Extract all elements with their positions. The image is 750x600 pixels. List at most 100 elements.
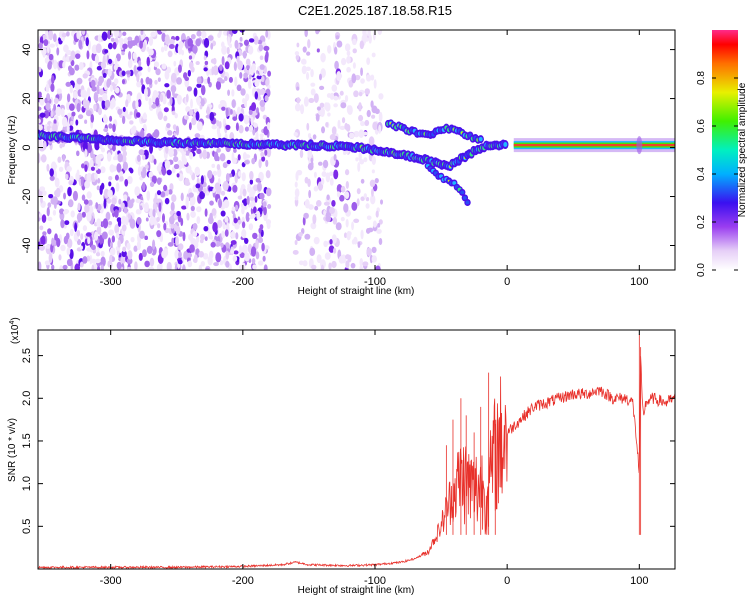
noise-cell [91,86,97,92]
noise-cell [132,52,137,60]
noise-cell [241,244,248,255]
noise-cell [80,163,85,169]
noise-cell [82,225,88,232]
noise-cell [146,56,150,67]
x-tick-label: -300 [100,575,122,587]
noise-cell [222,162,228,169]
noise-cell [38,139,43,149]
noise-cell [200,98,205,107]
noise-cell [236,84,242,92]
noise-cell [311,264,317,270]
noise-cell [97,177,101,184]
noise-cell [238,124,244,134]
noise-cell [166,89,171,99]
noise-cell [177,259,183,265]
noise-cell [63,192,67,200]
noise-cell [199,191,205,200]
noise-cell [219,153,226,162]
noise-cell [259,64,265,70]
noise-cell [127,36,133,41]
noise-cell [190,205,195,212]
noise-cell [38,66,42,73]
noise-cell [65,232,70,240]
noise-cell [317,161,323,166]
noise-cell [336,183,343,193]
noise-cell [135,209,140,215]
noise-cell [69,55,73,62]
noise-cell [344,43,351,52]
noise-cell [304,199,310,209]
noise-cell [158,202,162,212]
noise-cell [145,217,149,222]
noise-cell [48,60,53,66]
noise-cell [111,197,117,205]
noise-cell [112,41,117,50]
noise-cell [164,34,170,45]
noise-cell [363,193,367,199]
noise-cell [91,264,95,270]
noise-cell [86,50,90,60]
noise-cell [265,30,269,38]
noise-cell [232,157,238,165]
noise-cell [306,51,311,56]
noise-cell [125,70,131,75]
noise-cell [265,170,271,179]
noise-cell [293,131,298,137]
noise-cell [189,200,194,206]
noise-cell [319,106,325,118]
noise-cell [194,133,201,139]
noise-cell [121,224,127,232]
colorbar-tick-label: 0.2 [696,215,707,229]
noise-cell [264,53,269,63]
noise-cell [49,168,54,177]
noise-cell [316,106,321,111]
noise-cell [138,60,142,67]
noise-cell [358,151,362,162]
noise-cell [220,79,225,84]
noise-cell [216,147,221,153]
noise-cell [194,166,201,176]
noise-cell [228,76,233,83]
noise-cell [177,64,182,73]
noise-cell [163,222,167,231]
noise-cell [97,34,102,43]
noise-cell [352,48,357,54]
noise-cell [244,252,250,262]
noise-cell [176,94,182,103]
noise-cell [118,198,122,205]
noise-cell [203,55,207,61]
noise-cell [82,98,87,109]
noise-cell [250,68,254,76]
noise-cell [164,70,170,80]
noise-cell [266,122,271,130]
noise-cell [334,60,339,70]
noise-cell [242,98,246,104]
noise-cell [196,148,202,155]
noise-cell [64,220,70,226]
noise-cell [48,30,54,41]
noise-cell [178,243,184,251]
noise-cell [94,54,100,64]
noise-cell [113,156,117,161]
noise-cell [215,80,222,90]
noise-cell [75,53,81,59]
noise-cell [313,236,320,245]
noise-cell [38,42,43,50]
noise-cell [344,169,350,176]
noise-cell [72,91,78,99]
noise-cell [55,187,61,198]
noise-cell [129,168,134,174]
noise-cell [102,218,109,229]
noise-cell [86,211,92,222]
noise-cell [224,76,228,82]
noise-cell [208,231,212,240]
noise-cell [74,263,81,270]
noise-cell [254,196,258,203]
noise-cell [209,200,214,206]
noise-cell [190,66,195,73]
noise-cell [235,122,239,132]
noise-cell [66,238,73,249]
noise-cell [316,254,322,264]
noise-cell [148,48,154,56]
noise-cell [178,251,182,259]
